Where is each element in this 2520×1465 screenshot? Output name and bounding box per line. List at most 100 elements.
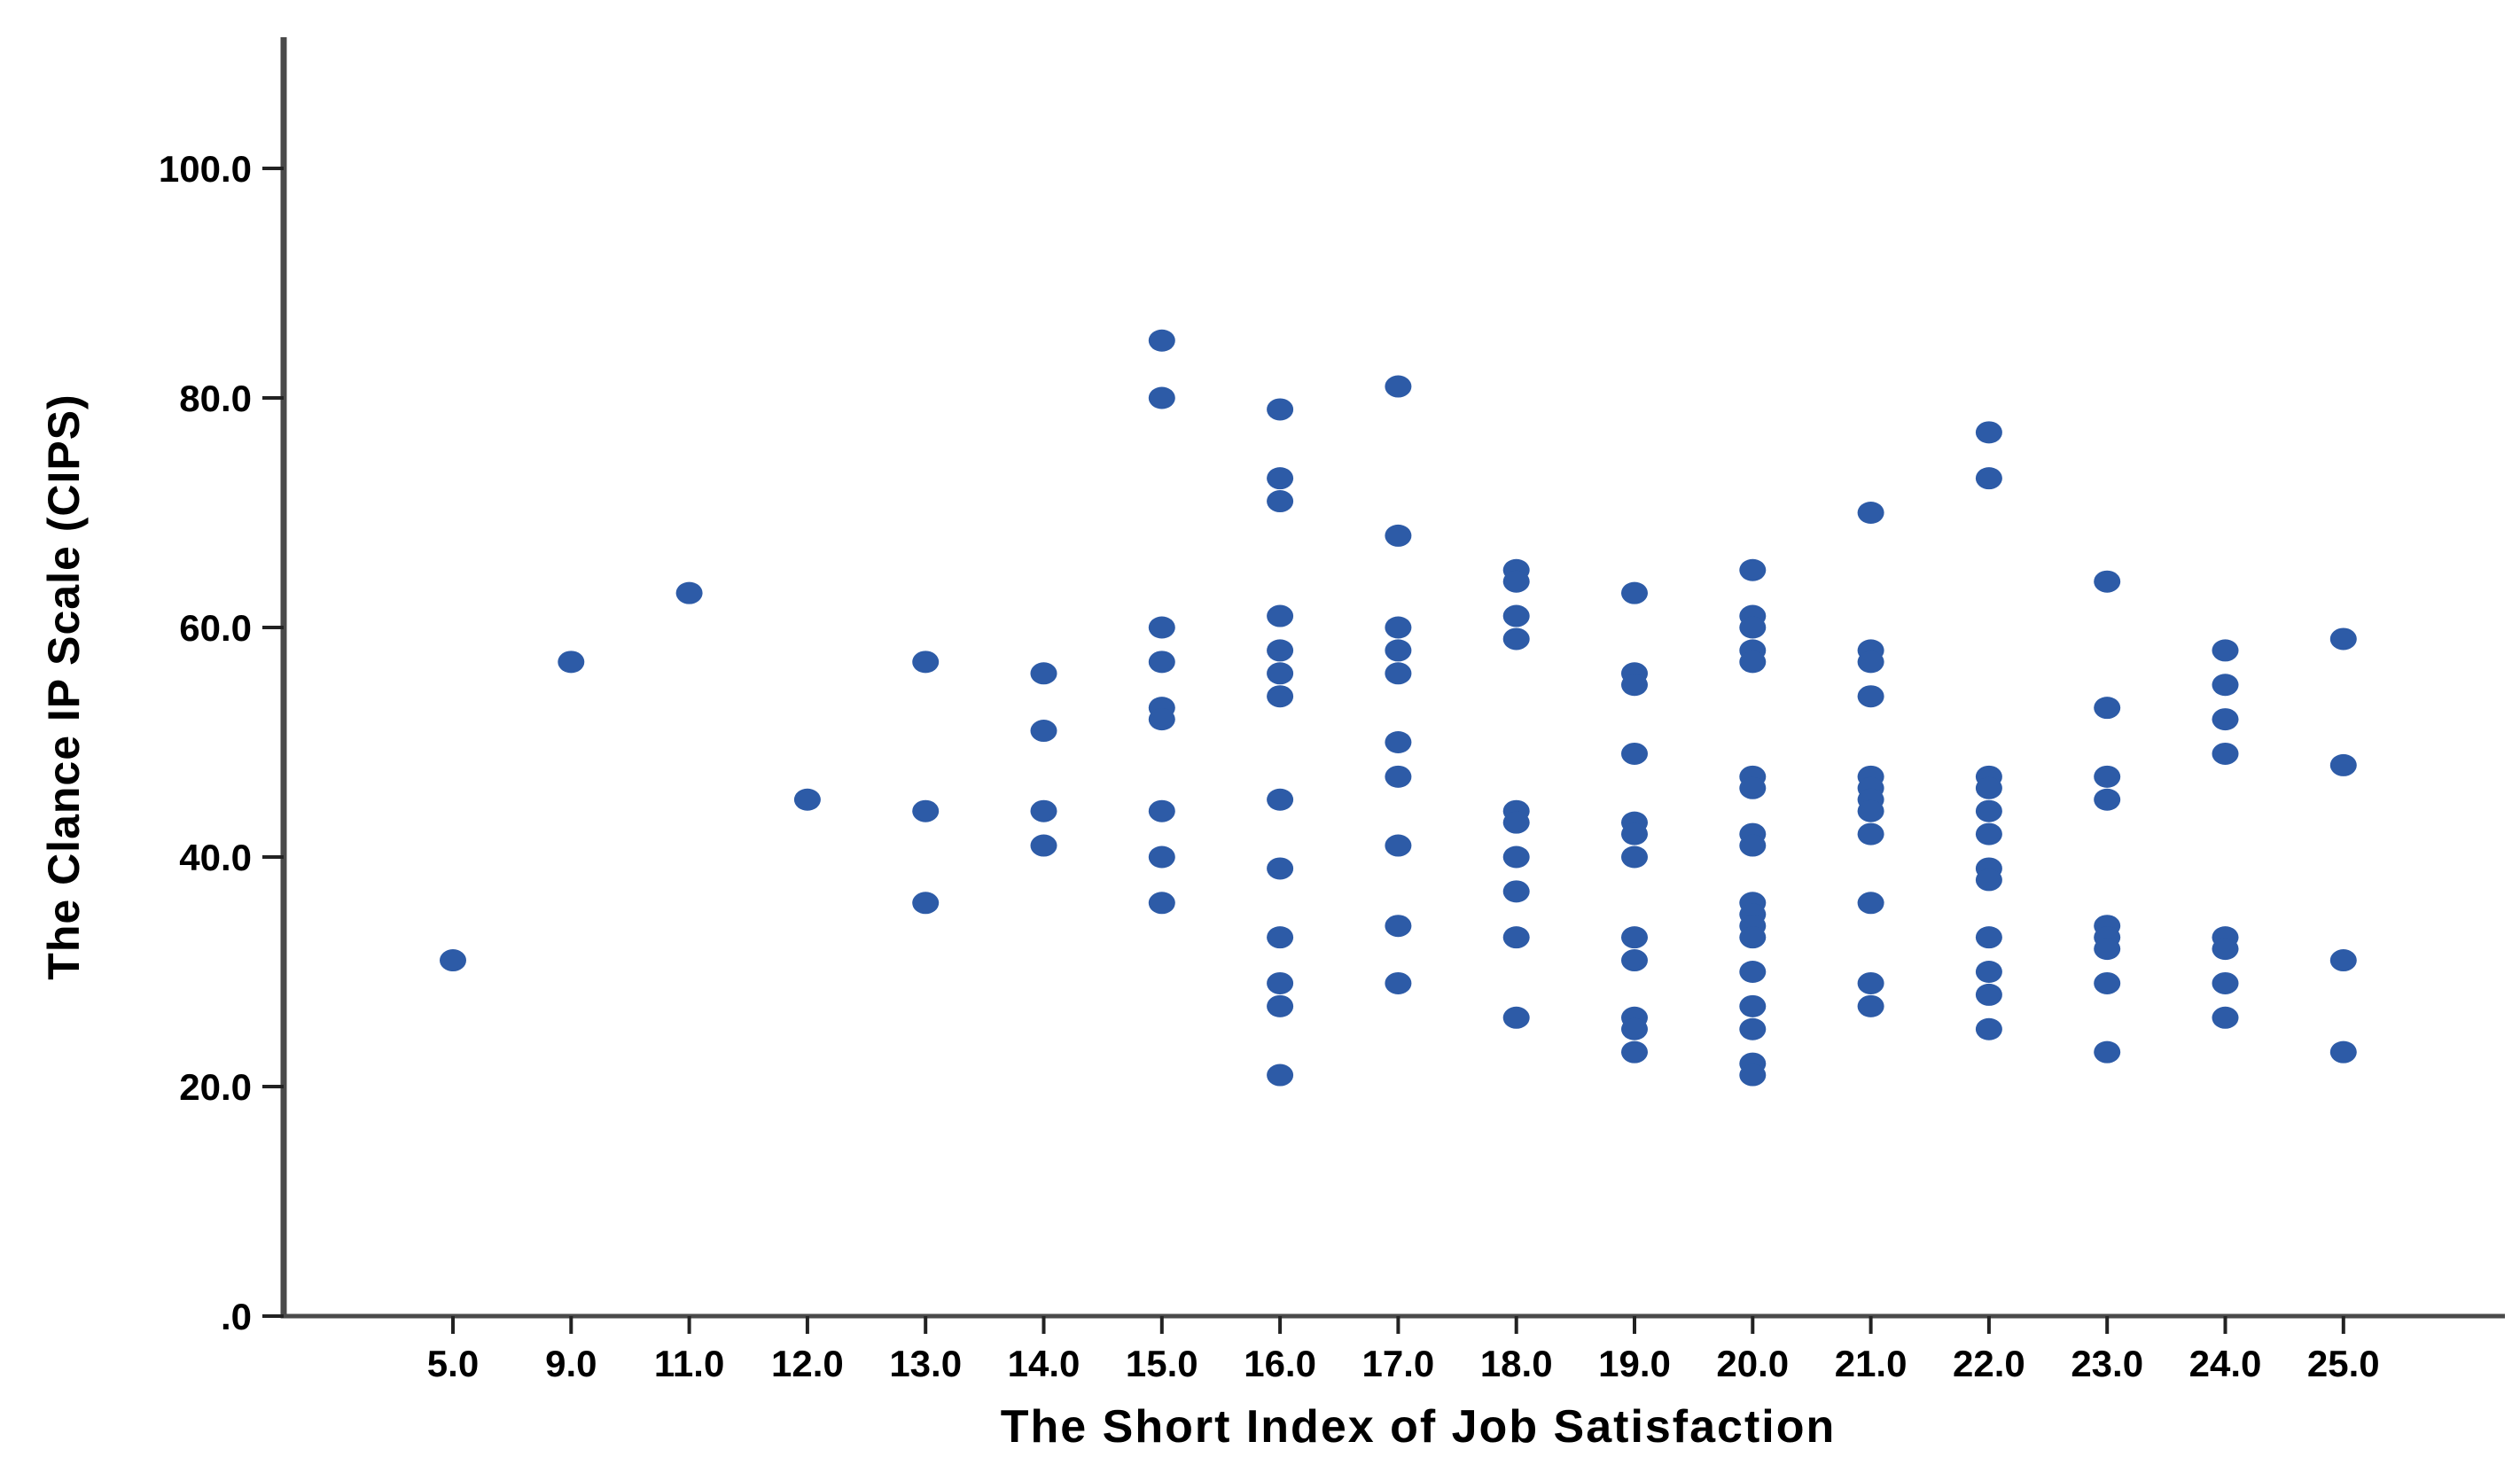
data-point bbox=[1502, 811, 1530, 834]
x-tick-label: 9.0 bbox=[545, 1343, 597, 1384]
data-point bbox=[793, 788, 821, 811]
data-point bbox=[2212, 938, 2239, 961]
data-point bbox=[1975, 1017, 2002, 1040]
data-point bbox=[1621, 926, 1648, 949]
data-point bbox=[1267, 857, 1294, 880]
x-tick-label: 17.0 bbox=[1362, 1343, 1435, 1384]
data-point bbox=[1857, 892, 1884, 915]
data-point bbox=[1975, 926, 2002, 949]
data-point bbox=[1502, 1006, 1530, 1029]
data-point bbox=[1739, 961, 1767, 983]
data-point bbox=[2212, 674, 2239, 697]
data-point bbox=[1502, 627, 1530, 651]
x-tick-label: 12.0 bbox=[771, 1343, 844, 1384]
data-point bbox=[1267, 639, 1294, 662]
data-point bbox=[2212, 971, 2239, 994]
data-point bbox=[2329, 627, 2357, 651]
data-point bbox=[1148, 799, 1175, 822]
data-point bbox=[1502, 604, 1530, 627]
y-tick-label: .0 bbox=[221, 1296, 252, 1337]
data-point bbox=[1739, 651, 1767, 674]
data-point bbox=[1621, 581, 1648, 604]
data-point bbox=[1385, 915, 1412, 938]
data-point bbox=[1739, 1064, 1767, 1087]
data-point bbox=[2094, 1040, 2121, 1064]
data-point bbox=[1267, 994, 1294, 1017]
data-point bbox=[1267, 926, 1294, 949]
data-point bbox=[1739, 558, 1767, 581]
data-point bbox=[912, 651, 940, 674]
x-tick-label: 19.0 bbox=[1598, 1343, 1671, 1384]
data-point bbox=[1857, 651, 1884, 674]
data-point bbox=[1857, 994, 1884, 1017]
data-point bbox=[912, 799, 940, 822]
data-point bbox=[1739, 616, 1767, 639]
data-point bbox=[1739, 1017, 1767, 1040]
data-point bbox=[1385, 971, 1412, 994]
x-tick-label: 24.0 bbox=[2189, 1343, 2262, 1384]
data-point bbox=[1975, 822, 2002, 845]
x-tick-label: 18.0 bbox=[1480, 1343, 1553, 1384]
data-point bbox=[1385, 524, 1412, 547]
x-tick-label: 11.0 bbox=[654, 1343, 724, 1384]
data-point bbox=[2212, 1006, 2239, 1029]
data-point bbox=[1975, 983, 2002, 1006]
data-point bbox=[1857, 822, 1884, 845]
data-point bbox=[1739, 776, 1767, 799]
data-point bbox=[2212, 742, 2239, 765]
data-point bbox=[1621, 1040, 1648, 1064]
y-tick-label: 40.0 bbox=[179, 837, 252, 878]
data-point bbox=[1502, 880, 1530, 903]
data-point bbox=[558, 651, 585, 674]
data-point bbox=[1267, 490, 1294, 513]
data-point bbox=[1857, 685, 1884, 708]
data-point bbox=[1148, 329, 1175, 352]
data-point bbox=[1975, 961, 2002, 983]
x-tick-label: 20.0 bbox=[1716, 1343, 1789, 1384]
data-point bbox=[1739, 994, 1767, 1017]
data-point bbox=[2094, 971, 2121, 994]
x-tick-label: 15.0 bbox=[1126, 1343, 1198, 1384]
data-point bbox=[1148, 651, 1175, 674]
data-point bbox=[1385, 616, 1412, 639]
data-point bbox=[1857, 502, 1884, 524]
data-point bbox=[1621, 674, 1648, 697]
data-point bbox=[1385, 731, 1412, 753]
x-tick-label: 23.0 bbox=[2071, 1343, 2143, 1384]
data-point bbox=[1621, 822, 1648, 845]
data-point bbox=[1385, 662, 1412, 685]
x-tick-label: 13.0 bbox=[889, 1343, 962, 1384]
data-point bbox=[2094, 938, 2121, 961]
data-point bbox=[1148, 708, 1175, 731]
data-point bbox=[1621, 949, 1648, 972]
data-point bbox=[2329, 753, 2357, 776]
data-point bbox=[1385, 375, 1412, 398]
data-point bbox=[2212, 708, 2239, 731]
x-tick-label: 25.0 bbox=[2307, 1343, 2380, 1384]
data-point bbox=[1739, 926, 1767, 949]
data-point bbox=[1148, 892, 1175, 915]
data-point bbox=[1030, 662, 1057, 685]
data-point bbox=[2212, 639, 2239, 662]
x-tick-label: 14.0 bbox=[1008, 1343, 1081, 1384]
x-tick-label: 5.0 bbox=[427, 1343, 479, 1384]
data-point bbox=[2329, 1040, 2357, 1064]
data-point bbox=[1267, 685, 1294, 708]
data-point bbox=[1502, 926, 1530, 949]
data-point bbox=[1502, 845, 1530, 869]
data-point bbox=[1267, 1064, 1294, 1087]
data-point bbox=[2094, 697, 2121, 720]
data-point bbox=[1385, 639, 1412, 662]
data-point bbox=[1030, 834, 1057, 857]
y-axis-title: The Clance IP Scale (CIPS) bbox=[39, 394, 89, 980]
data-point bbox=[1148, 845, 1175, 869]
data-point bbox=[1975, 421, 2002, 444]
data-point bbox=[1030, 799, 1057, 822]
data-point bbox=[1621, 742, 1648, 765]
y-tick-label: 100.0 bbox=[159, 148, 252, 190]
y-tick-label: 80.0 bbox=[179, 378, 252, 419]
data-point bbox=[2094, 765, 2121, 788]
data-point bbox=[1148, 386, 1175, 409]
data-point bbox=[1385, 765, 1412, 788]
